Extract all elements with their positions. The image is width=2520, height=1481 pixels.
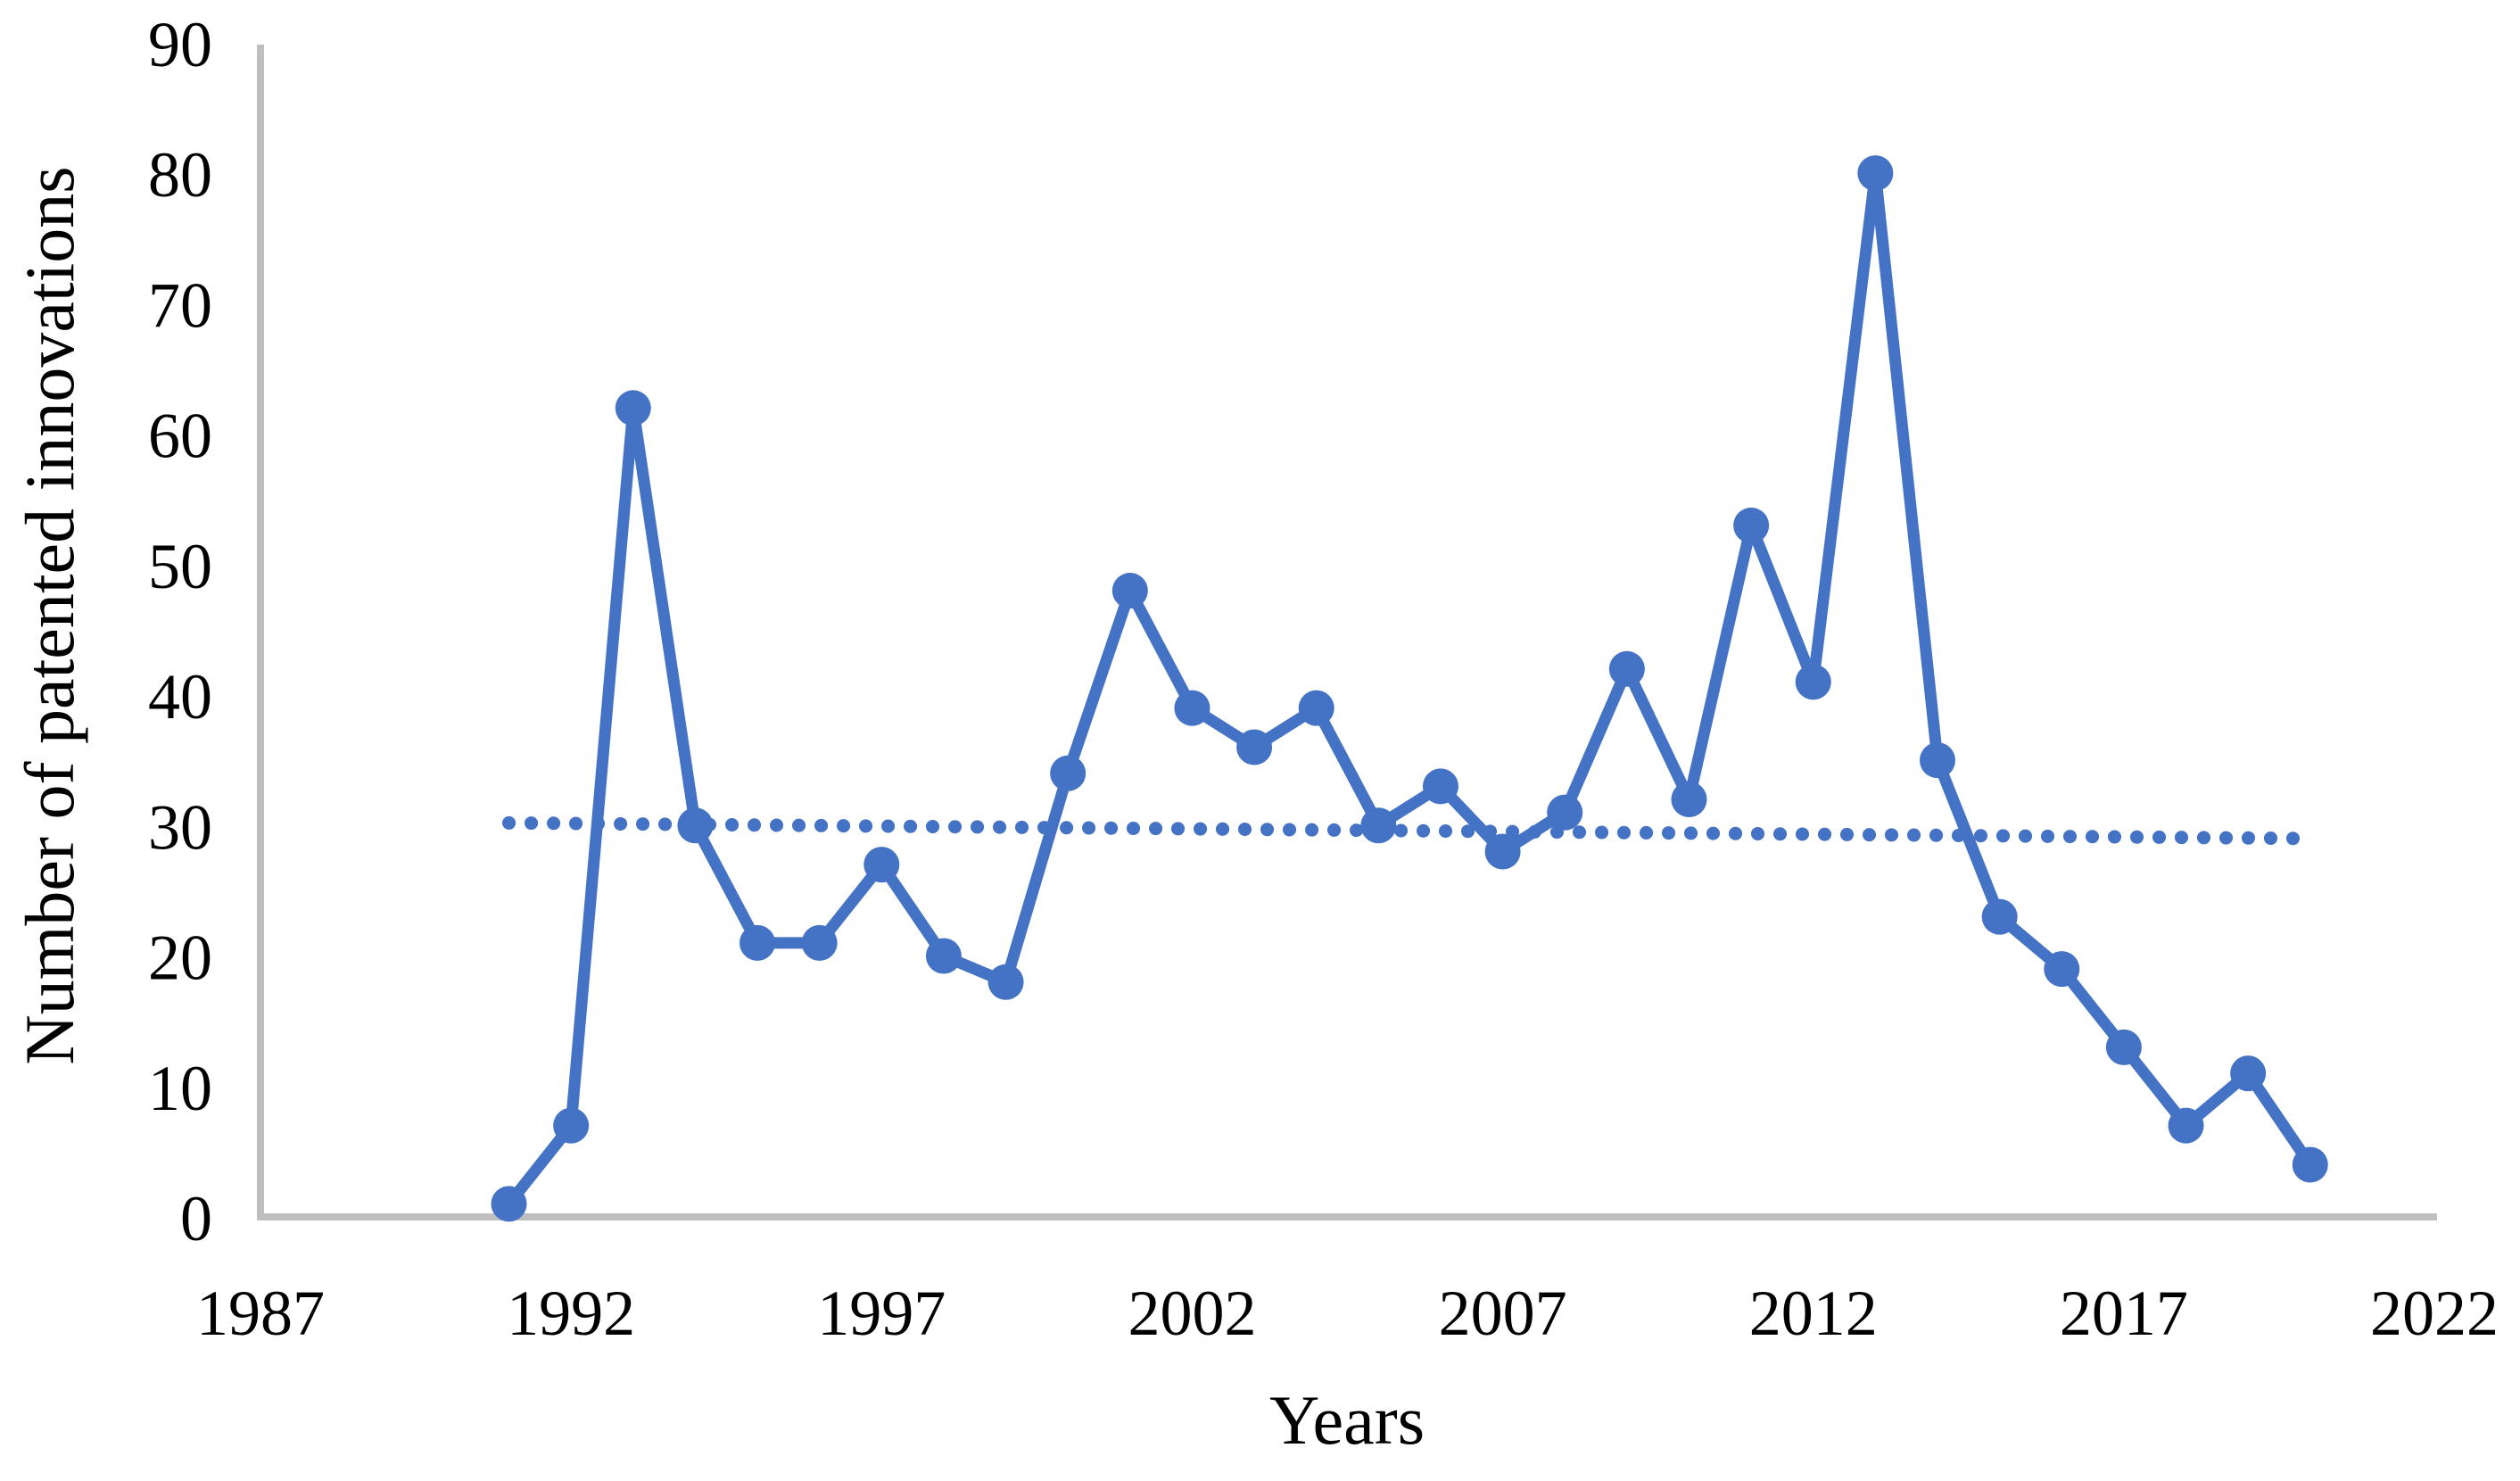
data-point-marker [1298, 690, 1334, 726]
y-tick-label: 90 [148, 9, 212, 80]
data-point-marker [1484, 833, 1521, 870]
data-point-marker [1111, 573, 1148, 609]
data-point-marker [677, 807, 714, 844]
data-point-marker [2105, 1029, 2142, 1065]
y-tick-label: 0 [180, 1183, 212, 1254]
x-tick-labels: 1987 1992 1997 2002 2007 2012 2017 2022 [196, 1278, 2499, 1349]
y-tick-label: 80 [148, 139, 212, 211]
data-point-marker [925, 938, 962, 974]
y-tick-label: 50 [148, 531, 212, 602]
x-axis-title: Years [1269, 1381, 1425, 1459]
data-markers [491, 155, 2328, 1222]
x-tick-label: 2002 [1128, 1278, 1256, 1349]
data-point-marker [1422, 768, 1458, 805]
x-tick-label: 2017 [2060, 1278, 2188, 1349]
data-point-marker [1981, 898, 2018, 935]
data-point-marker [2044, 951, 2080, 988]
data-point-marker [2168, 1107, 2204, 1144]
data-point-marker [553, 1107, 590, 1144]
trendline [502, 815, 2318, 846]
data-point-marker [1733, 507, 1770, 543]
y-tick-label: 10 [148, 1053, 212, 1124]
x-tick-label: 2022 [2370, 1278, 2499, 1349]
data-point-marker [2230, 1055, 2267, 1092]
data-point-marker [739, 924, 776, 961]
data-point-marker [1608, 650, 1645, 687]
data-point-marker [1236, 729, 1273, 765]
data-point-marker [801, 924, 838, 961]
data-point-marker [863, 847, 900, 883]
y-tick-label: 60 [148, 401, 212, 472]
data-point-marker [1174, 690, 1210, 726]
x-tick-label: 1997 [817, 1278, 946, 1349]
data-point-marker [1857, 155, 1894, 192]
data-point-marker [987, 964, 1024, 1000]
data-line [503, 167, 2317, 1210]
y-tick-labels: 0 10 20 30 40 50 60 70 80 90 [148, 9, 212, 1254]
data-point-marker [615, 390, 651, 426]
data-point-marker [491, 1186, 527, 1222]
data-point-marker [1671, 782, 1707, 818]
data-point-marker [1360, 807, 1397, 844]
data-point-marker [1547, 794, 1583, 831]
y-tick-label: 40 [148, 661, 212, 732]
x-tick-label: 2012 [1749, 1278, 1878, 1349]
data-point-marker [1920, 742, 1956, 779]
y-tick-label: 70 [148, 269, 212, 341]
y-tick-label: 20 [148, 923, 212, 994]
y-tick-label: 30 [148, 791, 212, 863]
data-point-marker [1050, 755, 1086, 791]
data-point-marker [2292, 1146, 2328, 1183]
x-tick-label: 1987 [196, 1278, 325, 1349]
x-tick-label: 1992 [507, 1278, 635, 1349]
x-tick-label: 2007 [1439, 1278, 1567, 1349]
y-axis-title: Number of patented innovations [11, 166, 88, 1064]
data-point-marker [1795, 664, 1831, 700]
